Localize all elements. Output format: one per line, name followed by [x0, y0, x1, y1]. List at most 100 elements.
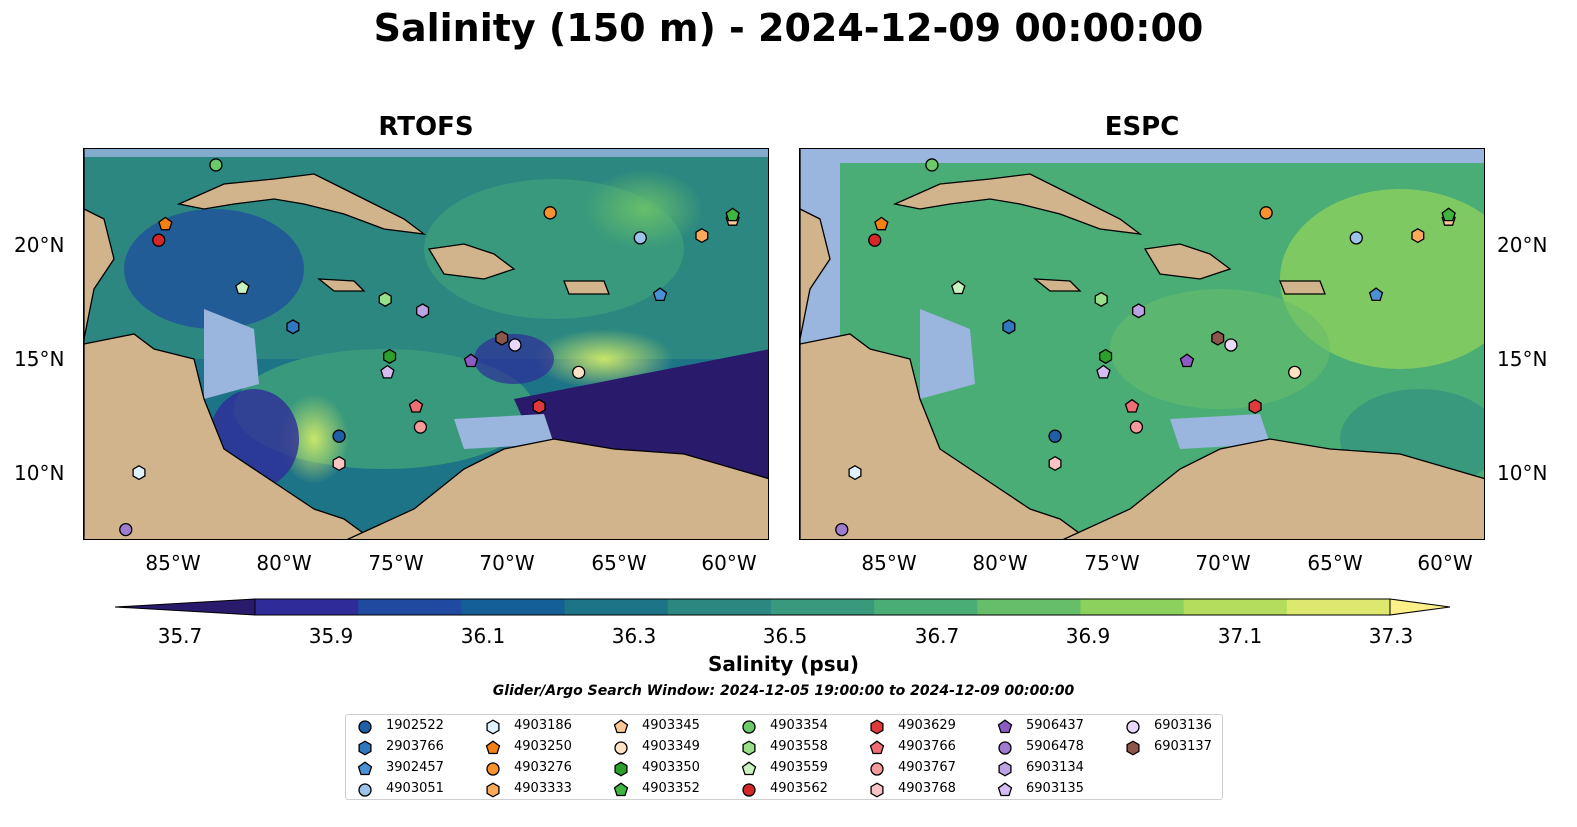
- colorbar-bin: [1286, 599, 1391, 615]
- float-marker-5906437: [1179, 353, 1195, 368]
- colorbar-tick-36-7: 36.7: [914, 624, 960, 648]
- rtofs-markers: [119, 158, 740, 537]
- lon-label-left-80w: 80°W: [256, 551, 312, 575]
- legend-marker-2903766: [358, 740, 372, 756]
- legend-label: 4903766: [898, 739, 956, 754]
- legend-marker-6903136: [1126, 720, 1140, 734]
- lat-label-left-20n: 20°N: [14, 233, 65, 257]
- float-marker-5906437: [463, 353, 479, 368]
- float-marker-3902457: [1368, 287, 1384, 302]
- legend-label: 6903137: [1154, 739, 1212, 754]
- lat-label-left-15n: 15°N: [14, 347, 65, 371]
- colorbar-label: Salinity (psu): [707, 652, 859, 676]
- legend-marker-4903345: [613, 719, 629, 734]
- float-marker-6903137: [1211, 330, 1225, 346]
- colorbar-tick-36-5: 36.5: [762, 624, 808, 648]
- legend-label: 6903134: [1026, 760, 1084, 775]
- float-marker-4903629: [532, 398, 546, 415]
- colorbar-bin: [667, 599, 772, 615]
- rtofs-map-canvas: [84, 149, 768, 539]
- legend-label: 4903562: [770, 781, 828, 796]
- float-marker-6903134: [416, 303, 430, 319]
- lat-label-right-20n: 20°N: [1497, 233, 1548, 257]
- lon-label-right-80w: 80°W: [972, 551, 1028, 575]
- lon-label-left-75w: 75°W: [368, 551, 424, 575]
- figure-title: Salinity (150 m) - 2024-12-09 00:00:00: [373, 6, 1204, 50]
- float-marker-2903766: [286, 319, 300, 335]
- legend-marker-4903350: [614, 761, 628, 777]
- legend-label: 4903558: [770, 739, 828, 754]
- legend-label: 4903345: [642, 718, 700, 733]
- float-marker-4903349: [572, 365, 586, 379]
- legend-label: 2903766: [386, 739, 444, 754]
- colorbar-bin: [977, 599, 1081, 615]
- colorbar-bin: [564, 599, 669, 615]
- legend-marker-4903349: [614, 741, 628, 755]
- lon-label-right-70w: 70°W: [1195, 551, 1251, 575]
- colorbar-bin: [461, 599, 566, 615]
- float-marker-4903559: [235, 280, 250, 295]
- legend-marker-6903134: [998, 761, 1012, 777]
- float-marker-4903051: [1349, 231, 1363, 245]
- legend-label: 4903768: [898, 781, 956, 796]
- colorbar-tick-36-9: 36.9: [1065, 624, 1111, 648]
- float-marker-4903562: [868, 233, 882, 247]
- legend-label: 6903136: [1154, 718, 1212, 733]
- lon-label-left-65w: 65°W: [591, 551, 647, 575]
- colorbar-extend-min: [115, 598, 256, 616]
- lon-label-right-85w: 85°W: [861, 551, 917, 575]
- rtofs-shelf: [204, 309, 259, 399]
- float-marker-4903768: [332, 455, 346, 472]
- colorbar-bin: [1183, 599, 1288, 615]
- float-marker-5906478: [119, 522, 133, 537]
- float-marker-4903333: [1411, 228, 1425, 244]
- float-legend: 1902522 2903766 3902457 4903051 4903186 49032…: [345, 714, 1223, 800]
- legend-label: 1902522: [386, 718, 444, 733]
- legend-marker-4903051: [358, 783, 372, 797]
- legend-label: 4903354: [770, 718, 828, 733]
- float-marker-4903562: [152, 233, 166, 247]
- legend-marker-5906437: [997, 719, 1013, 734]
- float-marker-4903767: [413, 420, 428, 434]
- float-marker-4903350: [1099, 348, 1113, 364]
- colorbar-bin: [255, 599, 359, 615]
- float-marker-4903354: [209, 158, 223, 172]
- float-marker-4903333: [695, 228, 709, 244]
- float-marker-6903136: [1224, 338, 1238, 352]
- rtofs-land: [84, 149, 768, 539]
- lat-label-right-10n: 10°N: [1497, 461, 1548, 485]
- legend-label: 4903250: [514, 739, 572, 754]
- espc-land: [800, 149, 1484, 539]
- colorbar-tick-35-7: 35.7: [157, 624, 203, 648]
- float-marker-4903766: [1124, 398, 1140, 413]
- colorbar-bin: [874, 599, 978, 615]
- float-marker-6903137: [495, 330, 509, 346]
- legend-label: 4903349: [642, 739, 700, 754]
- legend-marker-4903768: [870, 782, 884, 798]
- legend-marker-4903250: [485, 740, 501, 755]
- colorbar-tick-35-9: 35.9: [308, 624, 354, 648]
- float-marker-4903352: [725, 207, 740, 222]
- search-window-text: Glider/Argo Search Window: 2024-12-05 19…: [492, 683, 1075, 699]
- legend-marker-6903137: [1126, 740, 1140, 756]
- lat-label-right-15n: 15°N: [1497, 347, 1548, 371]
- legend-label: 4903350: [642, 760, 700, 775]
- legend-label: 4903186: [514, 718, 572, 733]
- legend-label: 4903352: [642, 781, 700, 796]
- float-marker-4903276: [1259, 206, 1273, 220]
- float-marker-4903354: [925, 158, 939, 172]
- legend-marker-4903352: [613, 782, 629, 797]
- lon-label-right-65w: 65°W: [1307, 551, 1363, 575]
- float-marker-3902457: [652, 287, 668, 302]
- colorbar-tick-36-3: 36.3: [611, 624, 657, 648]
- legend-label: 4903767: [898, 760, 956, 775]
- float-marker-4903768: [1048, 455, 1062, 472]
- float-marker-4903349: [1288, 365, 1302, 379]
- legend-label: 6903135: [1026, 781, 1084, 796]
- legend-marker-4903333: [486, 782, 500, 798]
- legend-marker-4903559: [741, 761, 757, 776]
- legend-marker-6903135: [997, 782, 1013, 797]
- legend-marker-5906478: [998, 741, 1012, 755]
- lon-label-left-60w: 60°W: [701, 551, 757, 575]
- float-marker-1902522: [332, 429, 346, 443]
